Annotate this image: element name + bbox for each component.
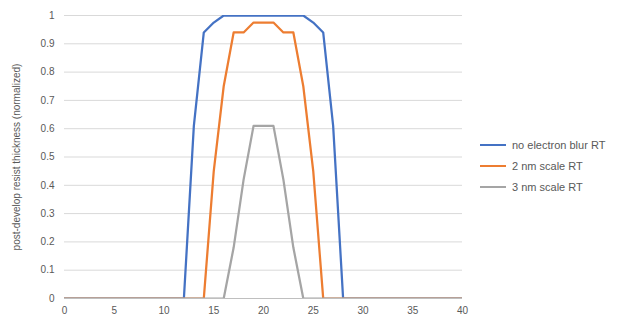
- svg-text:0.8: 0.8: [41, 66, 55, 77]
- svg-text:0: 0: [49, 293, 55, 304]
- svg-text:1: 1: [49, 10, 55, 21]
- svg-text:30: 30: [357, 305, 369, 316]
- svg-text:0.5: 0.5: [41, 151, 55, 162]
- svg-text:0.9: 0.9: [41, 38, 55, 49]
- svg-text:0.1: 0.1: [41, 264, 55, 275]
- svg-text:post-develop resist thickness: post-develop resist thickness (normalize…: [11, 64, 22, 251]
- svg-text:35: 35: [407, 305, 419, 316]
- html-text:no electron blur RT: no electron blur RT: [512, 138, 606, 151]
- svg-text:40: 40: [457, 305, 469, 316]
- svg-text:0.2: 0.2: [41, 236, 55, 247]
- svg-text:10: 10: [158, 305, 170, 316]
- html-text:3 nm scale RT: 3 nm scale RT: [512, 180, 583, 193]
- svg-text:5: 5: [111, 305, 117, 316]
- svg-text:15: 15: [208, 305, 220, 316]
- svg-text:0: 0: [62, 305, 68, 316]
- svg-text:20: 20: [258, 305, 270, 316]
- svg-text:0.3: 0.3: [41, 208, 55, 219]
- svg-text:0.7: 0.7: [41, 95, 55, 106]
- svg-text:0.6: 0.6: [41, 123, 55, 134]
- svg-text:0.4: 0.4: [41, 180, 55, 191]
- svg-text:25: 25: [308, 305, 320, 316]
- html-text:2 nm scale RT: 2 nm scale RT: [512, 159, 583, 172]
